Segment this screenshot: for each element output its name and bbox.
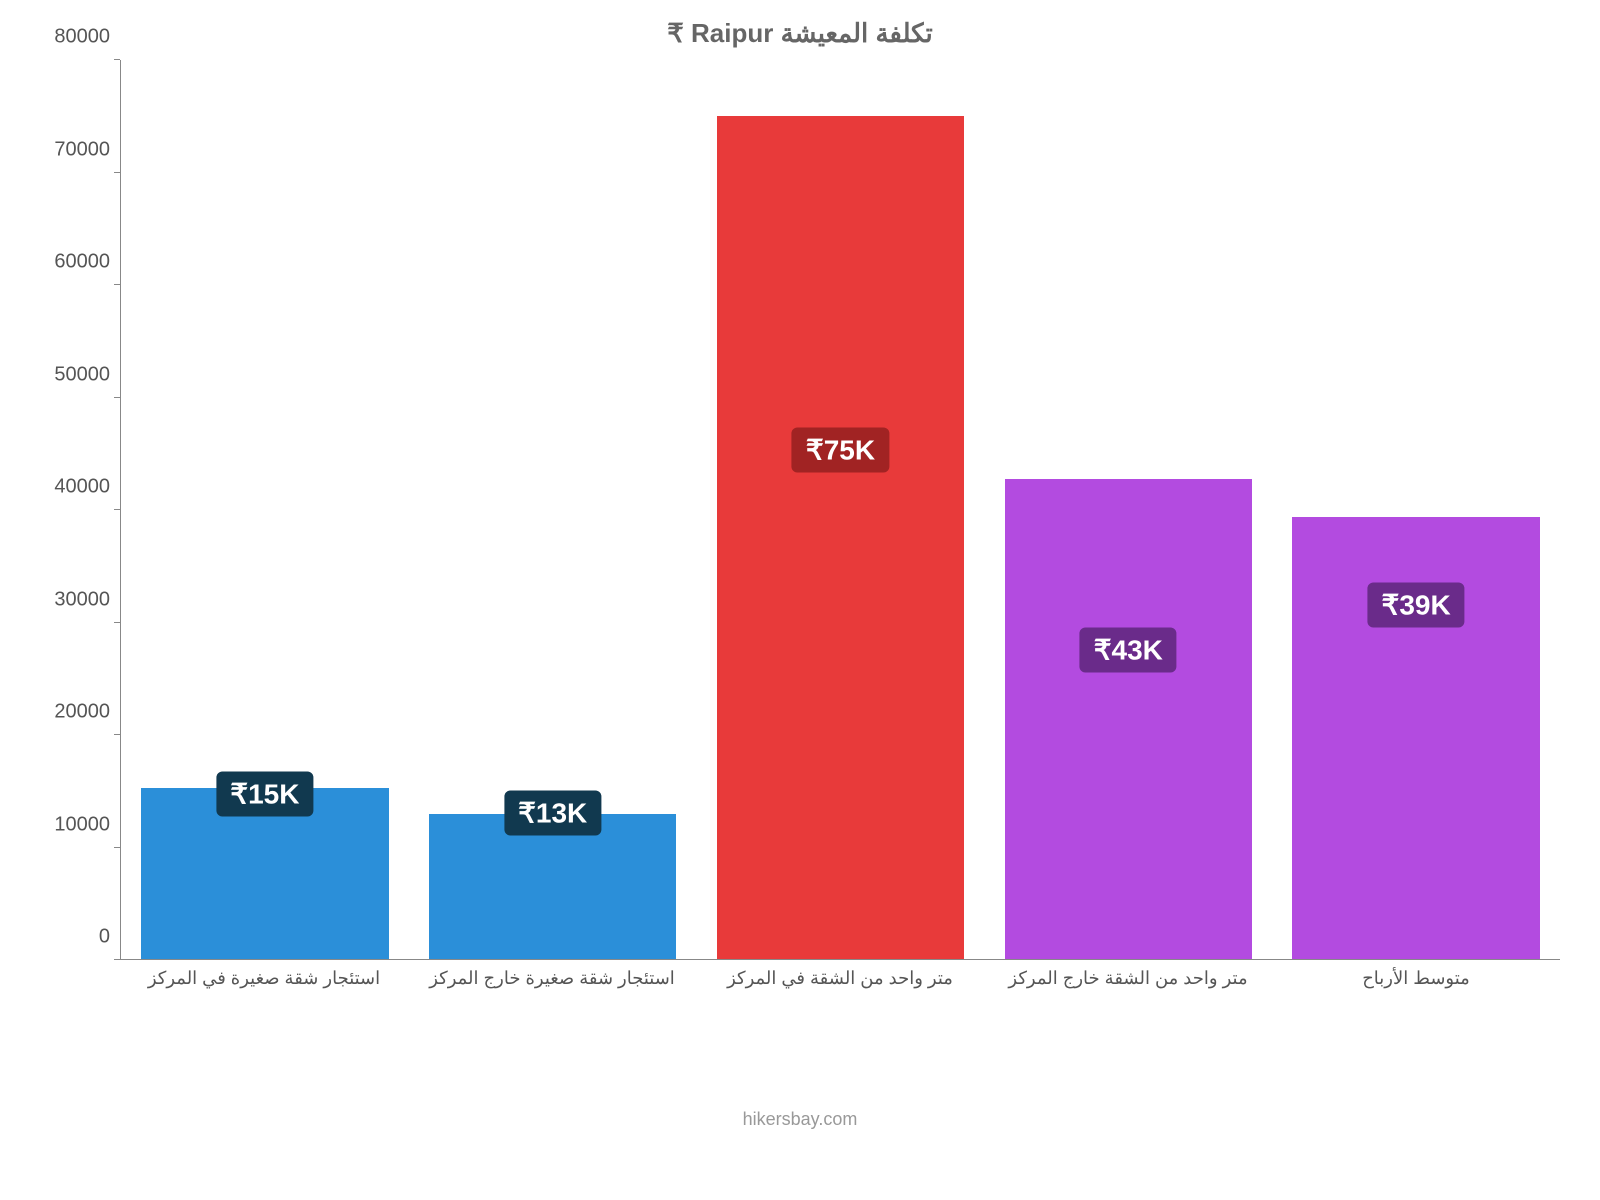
bar: ₹43K: [1005, 479, 1253, 959]
y-axis: 0100002000030000400005000060000700008000…: [0, 60, 120, 960]
y-tick-label: 40000: [54, 476, 110, 499]
bar: ₹39K: [1292, 517, 1540, 959]
x-axis-label: متوسط الأرباح: [1362, 968, 1470, 989]
cost-of-living-chart: ₹ Raipur تكلفة المعيشة 0 10000 20000 30000 4…: [0, 0, 1600, 1200]
bars-layer: ₹15K ₹13K ₹75K ₹43K ₹39K: [121, 60, 1560, 959]
y-tick-label: 10000: [54, 813, 110, 836]
bar: ₹13K: [429, 814, 677, 959]
bar: ₹75K: [717, 116, 965, 959]
bar-value-badge: ₹13K: [504, 790, 601, 835]
y-tick-label: 60000: [54, 251, 110, 274]
x-axis: استئجار شقة صغيرة في المركز استئجار شقة ص…: [120, 960, 1560, 1000]
y-tick-label: 30000: [54, 588, 110, 611]
x-axis-label: استئجار شقة صغيرة في المركز: [148, 968, 380, 989]
attribution-text: hikersbay.com: [0, 1109, 1600, 1130]
x-axis-label: متر واحد من الشقة في المركز: [727, 968, 953, 989]
plot-area: ₹15K ₹13K ₹75K ₹43K ₹39K: [120, 60, 1560, 960]
bar-value-badge: ₹43K: [1080, 628, 1177, 673]
bar: ₹15K: [141, 788, 389, 959]
y-tick-label: 20000: [54, 701, 110, 724]
x-axis-label: متر واحد من الشقة خارج المركز: [1008, 968, 1247, 989]
y-tick-label: 50000: [54, 363, 110, 386]
x-axis-label: استئجار شقة صغيرة خارج المركز: [429, 968, 675, 989]
chart-title: ₹ Raipur تكلفة المعيشة: [0, 18, 1600, 49]
y-tick-label: 80000: [54, 26, 110, 49]
bar-value-badge: ₹75K: [792, 428, 889, 473]
bar-value-badge: ₹39K: [1368, 582, 1465, 627]
y-tick-label: 0: [99, 926, 110, 949]
y-tick-label: 70000: [54, 138, 110, 161]
bar-value-badge: ₹15K: [216, 772, 313, 817]
